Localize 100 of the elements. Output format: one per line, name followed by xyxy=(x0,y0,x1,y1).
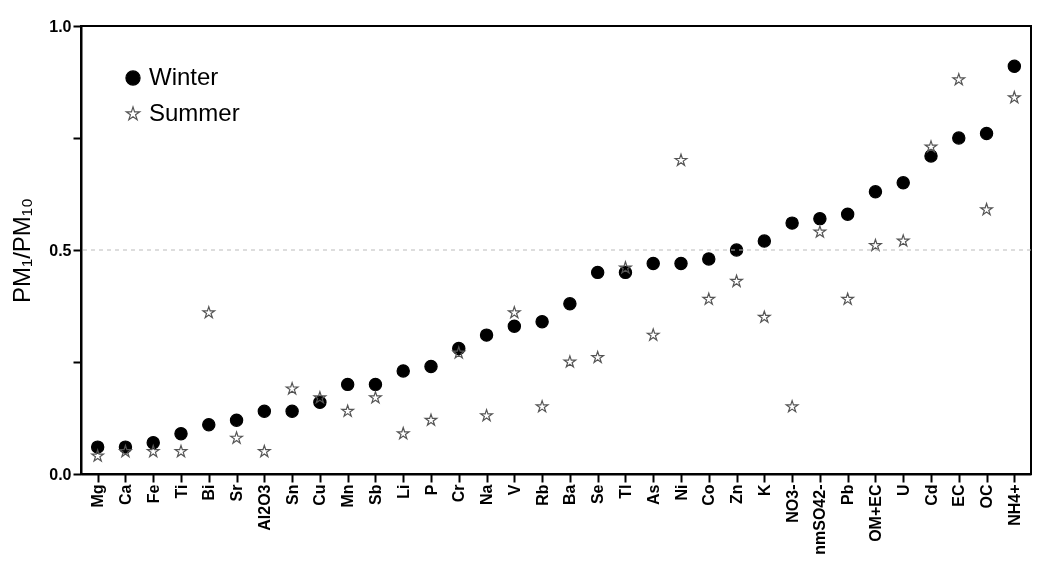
point xyxy=(840,207,855,221)
legend-label: Summer xyxy=(149,99,240,126)
x-tick-label: Tl xyxy=(616,484,634,499)
x-tick-label: Mg xyxy=(89,484,107,508)
point xyxy=(980,202,993,216)
point xyxy=(202,306,216,319)
x-tick-label: Ni xyxy=(672,484,690,501)
x-tick-label: Na xyxy=(478,484,496,505)
point xyxy=(1007,90,1021,104)
point xyxy=(369,391,382,404)
x-tick-label: Zn xyxy=(728,484,746,505)
point xyxy=(202,418,216,432)
point xyxy=(924,149,938,163)
x-tick-label: Rb xyxy=(533,484,551,506)
x-tick-label: Bi xyxy=(200,484,218,501)
x-tick-label: Cd xyxy=(922,484,940,506)
point xyxy=(535,400,549,413)
point xyxy=(646,256,660,271)
point xyxy=(896,234,910,247)
x-tick-label: Cr xyxy=(450,484,468,503)
x-tick-label: As xyxy=(644,484,662,505)
x-tick-label: Ti xyxy=(172,484,190,499)
point xyxy=(591,350,605,364)
point xyxy=(841,292,855,305)
point xyxy=(313,391,327,404)
point xyxy=(1007,59,1022,74)
x-tick-label: Al2O3 xyxy=(255,484,273,531)
x-tick-label: NO3- xyxy=(783,484,801,523)
point xyxy=(285,404,299,418)
point xyxy=(230,431,243,444)
point xyxy=(674,256,688,271)
point xyxy=(229,413,244,427)
point xyxy=(535,314,549,329)
point xyxy=(507,319,522,333)
point xyxy=(952,73,966,86)
point xyxy=(979,126,994,141)
x-tick-label: nmSO42- xyxy=(811,484,829,555)
point xyxy=(702,292,716,305)
point xyxy=(91,449,105,462)
x-tick-label: OM+EC xyxy=(866,484,884,542)
point xyxy=(396,364,410,378)
point xyxy=(146,435,160,450)
point xyxy=(424,413,438,426)
x-tick-label: Ca xyxy=(116,484,134,505)
point xyxy=(730,274,743,287)
point xyxy=(952,131,966,145)
point xyxy=(785,216,799,230)
y-tick-label: 0.5 xyxy=(49,241,72,259)
point xyxy=(368,377,383,392)
point xyxy=(757,234,772,248)
point xyxy=(285,382,299,395)
x-tick-label: EC xyxy=(950,484,968,507)
point xyxy=(757,310,771,323)
x-tick-label: Sr xyxy=(228,484,246,502)
x-tick-label: Li xyxy=(394,484,412,499)
x-tick-label: Ba xyxy=(561,484,579,505)
point xyxy=(174,426,188,441)
y-tick-label: 0.0 xyxy=(49,465,72,483)
point xyxy=(590,265,605,280)
point xyxy=(341,404,355,417)
legend-label: Winter xyxy=(149,63,219,90)
x-tick-label: Pb xyxy=(839,484,857,505)
point xyxy=(119,444,132,458)
point xyxy=(813,225,827,238)
point xyxy=(452,346,466,359)
point xyxy=(257,404,272,418)
point xyxy=(563,297,577,311)
x-tick-label: Sn xyxy=(283,484,301,505)
point xyxy=(480,409,493,422)
point xyxy=(924,140,938,153)
point xyxy=(896,176,910,190)
point xyxy=(702,252,716,266)
point xyxy=(146,444,160,458)
x-tick-label: U xyxy=(894,484,912,497)
x-tick-label: Co xyxy=(700,484,718,506)
x-tick-label: Sb xyxy=(366,484,384,505)
x-tick-label: P xyxy=(422,484,440,496)
x-tick-label: Cu xyxy=(311,484,329,506)
point xyxy=(507,306,521,319)
point xyxy=(813,211,827,226)
point xyxy=(340,377,355,392)
point xyxy=(646,328,660,341)
point xyxy=(90,440,105,454)
x-tick-label: K xyxy=(755,484,773,497)
x-tick-label: Mn xyxy=(339,484,357,508)
point xyxy=(563,355,577,368)
point xyxy=(674,153,688,166)
x-tick-label: Fe xyxy=(144,484,162,504)
point xyxy=(869,238,882,252)
y-tick-label: 1.0 xyxy=(49,17,72,35)
x-tick-label: NH4+ xyxy=(1005,484,1023,526)
point xyxy=(479,328,494,342)
point xyxy=(174,444,188,458)
point xyxy=(785,400,799,413)
x-tick-label: OC xyxy=(978,484,996,509)
point xyxy=(257,444,271,458)
point xyxy=(396,426,410,440)
y-axis-title: PM₁/PM₁₀ xyxy=(8,198,36,303)
x-tick-label: V xyxy=(505,484,523,496)
point xyxy=(424,359,438,374)
